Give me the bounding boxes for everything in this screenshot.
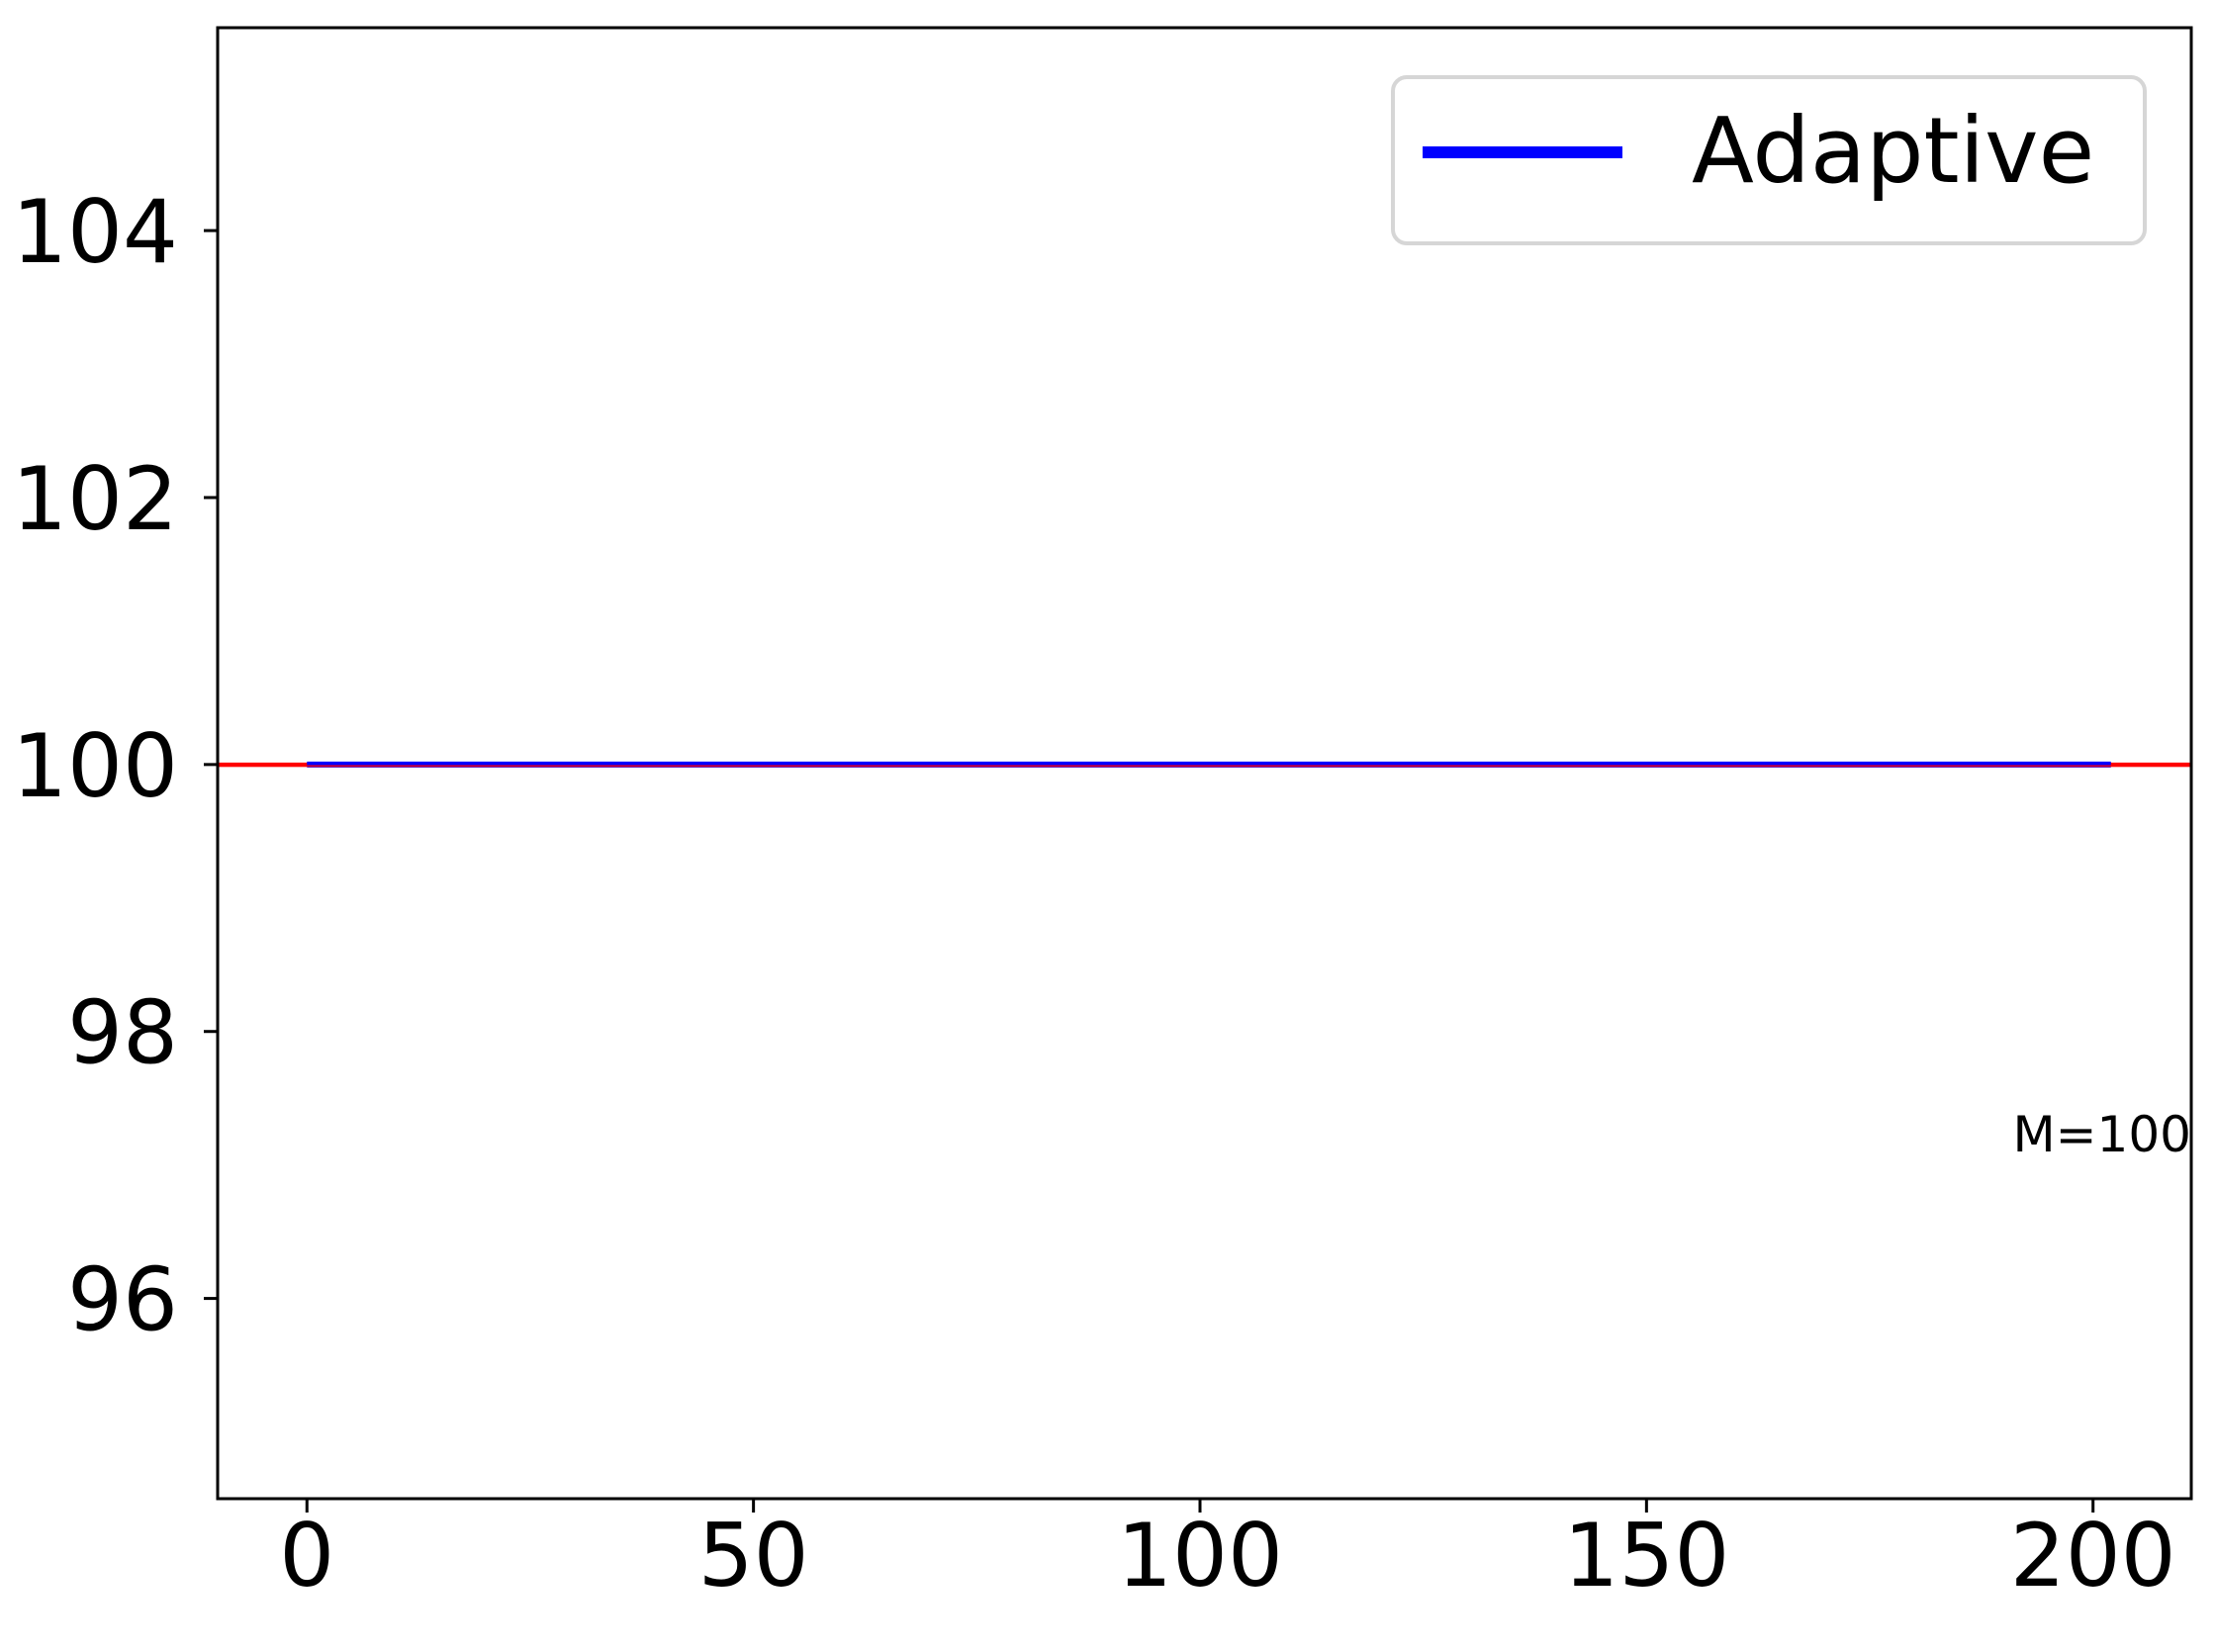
legend-box (1391, 75, 2147, 245)
y-tick-label: 98 (67, 982, 178, 1084)
y-axis: 96 98 100 102 104 (12, 181, 218, 1351)
x-axis: 0 50 100 150 200 (279, 1499, 2176, 1606)
y-tick-label: 100 (12, 715, 178, 817)
x-tick-label: 0 (279, 1505, 334, 1606)
y-tick-label: 104 (12, 181, 178, 283)
y-tick-label: 96 (67, 1249, 178, 1351)
annotation-label: M=100 (2012, 1106, 2190, 1163)
legend: Adaptive (1391, 75, 2147, 245)
x-tick-label: 200 (2010, 1505, 2176, 1606)
x-tick-label: 50 (698, 1505, 809, 1606)
legend-label-1: Adaptive (1692, 98, 2094, 204)
x-tick-label: 150 (1563, 1505, 1729, 1606)
x-tick-label: 100 (1117, 1505, 1283, 1606)
y-tick-label: 102 (12, 448, 178, 550)
